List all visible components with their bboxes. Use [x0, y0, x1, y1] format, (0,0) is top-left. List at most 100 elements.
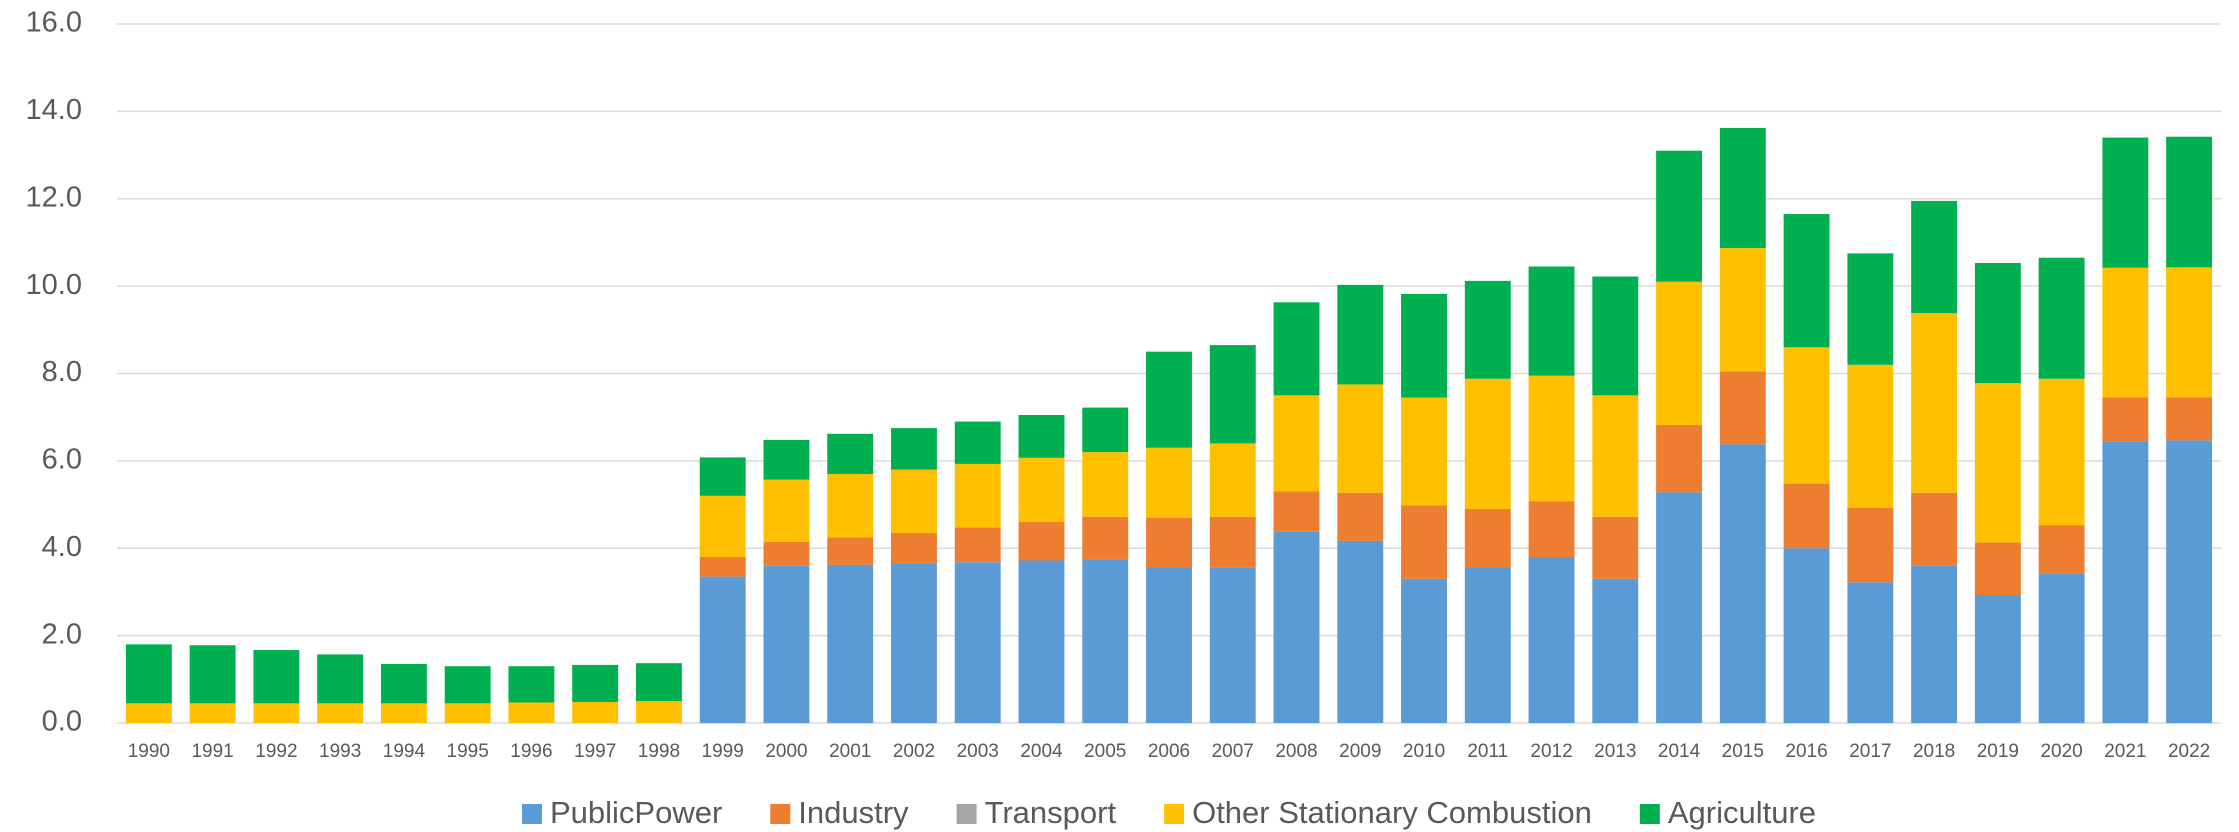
- bar-segment: [763, 479, 810, 542]
- bar-segment: [1974, 594, 2021, 723]
- bar-segment: [1146, 447, 1192, 518]
- bar-segment: [444, 666, 491, 704]
- bar-segment: [1209, 443, 1256, 517]
- bar-segment: [1783, 214, 1830, 348]
- bar-segment: [1783, 548, 1830, 723]
- legend-label: Industry: [798, 795, 909, 830]
- bar-segment: [1209, 345, 1256, 444]
- x-tick-label: 2003: [957, 741, 999, 762]
- bar-segment: [1592, 276, 1639, 396]
- bar-segment: [1783, 347, 1830, 484]
- bar-segment: [1146, 351, 1192, 448]
- y-tick-label: 2.0: [42, 618, 82, 650]
- y-tick-label: 4.0: [42, 531, 82, 563]
- bar-segment: [954, 463, 1001, 528]
- bar-segment: [2102, 397, 2149, 442]
- bar-segment: [1592, 395, 1639, 517]
- bar-segment: [1209, 516, 1256, 568]
- y-tick-label: 6.0: [42, 444, 82, 476]
- x-tick-label: 2017: [1849, 741, 1891, 762]
- legend-swatch: [521, 804, 542, 824]
- bar-segment: [954, 527, 1001, 563]
- x-tick-label: 2000: [765, 741, 807, 762]
- x-tick-label: 2015: [1722, 741, 1764, 762]
- bar-segment: [1911, 492, 1958, 566]
- bar-segment: [444, 703, 491, 723]
- x-tick-label: 2013: [1594, 741, 1636, 762]
- bar-segment: [2102, 137, 2149, 268]
- bar-segment: [1018, 457, 1065, 523]
- bar-segment: [1082, 516, 1129, 560]
- bar-segment: [827, 473, 874, 538]
- bar-segment: [1018, 560, 1065, 723]
- bar-segment: [1464, 280, 1511, 379]
- bar-segment: [763, 439, 810, 480]
- x-tick-label: 2010: [1403, 741, 1445, 762]
- bar-segment: [2038, 257, 2085, 379]
- bar-segment: [1911, 200, 1958, 314]
- bar-segment: [635, 701, 682, 723]
- bar-segment: [827, 564, 874, 723]
- bar-segment: [1464, 378, 1511, 509]
- bar-segment: [763, 541, 810, 566]
- bar-segment: [2038, 573, 2085, 723]
- bar-segment: [1719, 371, 1766, 445]
- x-tick-label: 2005: [1084, 741, 1126, 762]
- bar-segment: [891, 563, 937, 723]
- bar-segment: [954, 421, 1001, 464]
- bar-segment: [572, 702, 619, 723]
- y-tick-label: 8.0: [42, 356, 82, 388]
- bar-segment: [1464, 567, 1511, 723]
- bar-segment: [1401, 505, 1447, 579]
- bar-segment: [317, 654, 364, 704]
- bar-segment: [1847, 582, 1894, 723]
- bar-segment: [1528, 556, 1575, 723]
- bar-segment: [1719, 444, 1766, 723]
- bar-segment: [125, 703, 172, 723]
- x-tick-label: 2014: [1658, 741, 1701, 762]
- bar-segment: [508, 666, 555, 703]
- x-tick-label: 1996: [510, 741, 552, 762]
- bar-segment: [1847, 253, 1894, 365]
- bar-segment: [125, 644, 172, 704]
- bar-segment: [1018, 522, 1065, 561]
- x-tick-label: 2006: [1148, 741, 1190, 762]
- bar-segment: [1082, 452, 1129, 517]
- bar-segment: [1592, 516, 1639, 579]
- x-tick-label: 2011: [1467, 741, 1508, 762]
- bar-segment: [1656, 492, 1703, 723]
- x-tick-label: 2022: [2168, 741, 2210, 762]
- bar-segment: [572, 664, 619, 703]
- bar-segment: [1401, 397, 1447, 506]
- bar-segment: [1911, 565, 1958, 723]
- x-tick-label: 2001: [829, 741, 871, 762]
- bar-segment: [1146, 517, 1192, 568]
- bar-segment: [954, 562, 1001, 723]
- bar-segment: [1592, 578, 1639, 723]
- x-tick-label: 2020: [2040, 741, 2082, 762]
- legend-swatch: [956, 804, 977, 824]
- x-tick-label: 1990: [128, 741, 170, 762]
- bar-segment: [1337, 284, 1384, 385]
- bar-segment: [2038, 378, 2085, 526]
- bar-segment: [1337, 540, 1384, 723]
- x-tick-label: 1997: [574, 741, 616, 762]
- bar-segment: [699, 495, 746, 557]
- bar-segment: [1528, 375, 1575, 502]
- legend-swatch: [1164, 804, 1185, 824]
- legend-label: Transport: [985, 795, 1117, 830]
- bar-segment: [699, 576, 746, 723]
- x-tick-label: 1993: [319, 741, 361, 762]
- bar-segment: [2166, 440, 2213, 723]
- x-tick-label: 2019: [1977, 741, 2019, 762]
- bar-segment: [253, 650, 300, 704]
- bar-segment: [380, 703, 427, 723]
- x-tick-label: 2021: [2104, 741, 2146, 762]
- bar-segment: [1528, 501, 1575, 557]
- x-tick-label: 1992: [255, 741, 297, 762]
- legend-label: PublicPower: [550, 795, 722, 830]
- bar-segment: [1656, 281, 1703, 426]
- bar-segment: [1401, 578, 1447, 723]
- bar-segment: [1337, 384, 1384, 493]
